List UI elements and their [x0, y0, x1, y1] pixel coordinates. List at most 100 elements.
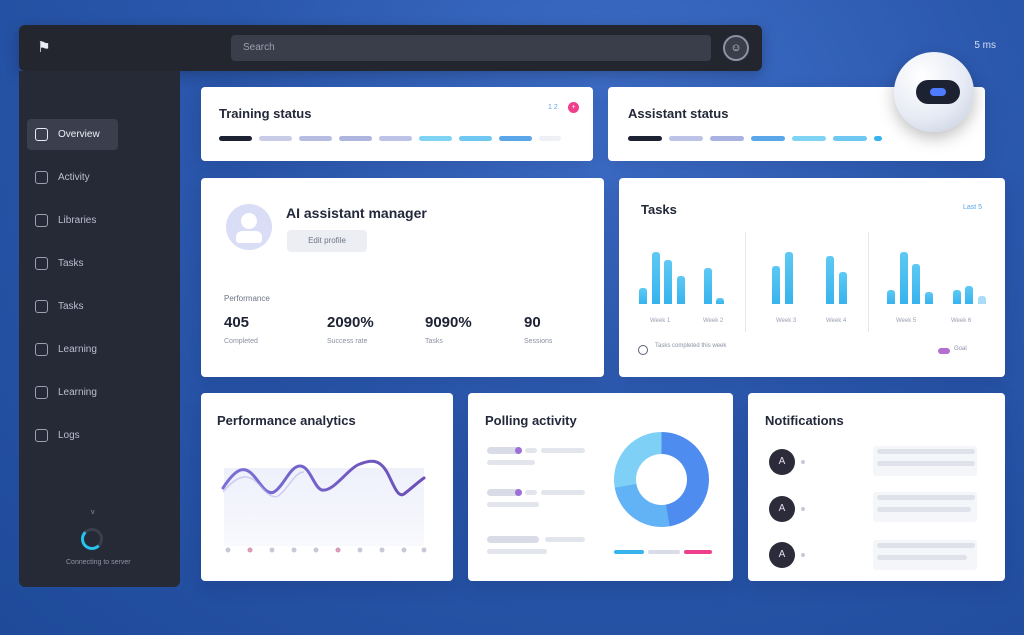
tasks-legend-text: Tasks completed this week: [655, 343, 727, 349]
performance-line-chart: [221, 459, 427, 553]
progress-segment: [669, 136, 703, 141]
chart-bar: [826, 256, 834, 304]
chart-bar: [887, 290, 895, 304]
tasks-range-label[interactable]: Last 5: [963, 204, 983, 211]
sidebar-status-text: Connecting to server: [66, 559, 131, 566]
x-axis-markers: [225, 547, 427, 553]
poll-option-sub: [487, 549, 547, 554]
chart-tick-label: Week 1: [650, 318, 671, 324]
top-bar: ⚑ Search ☺: [19, 25, 762, 71]
stat-label: Sessions: [524, 338, 553, 345]
search-input[interactable]: Search: [231, 35, 711, 61]
sidebar-item-label: Libraries: [58, 215, 97, 226]
polling-title: Polling activity: [485, 413, 577, 428]
notification-line: [877, 449, 975, 454]
stat-value: 90: [524, 314, 541, 331]
poll-option-bar[interactable]: [487, 536, 539, 543]
chart-bar: [900, 252, 908, 304]
progress-segment: [339, 136, 372, 141]
stats-header: Performance: [224, 294, 270, 303]
sidebar-item-tasks[interactable]: Tasks: [27, 248, 118, 279]
progress-segment: [833, 136, 867, 141]
robot-assistant-icon[interactable]: [894, 52, 974, 132]
robot-visor: [916, 80, 960, 104]
grid-icon: [35, 128, 48, 141]
sidebar-nav: Overview Activity Libraries Tasks Tasks …: [27, 119, 177, 463]
loading-spinner-icon: [81, 528, 103, 550]
activity-icon: [35, 171, 48, 184]
chart-bar: [677, 276, 685, 304]
polling-donut-chart: [614, 432, 709, 527]
progress-segment: [539, 136, 561, 141]
poll-option-value: [525, 448, 537, 453]
stat-label: Completed: [224, 338, 258, 345]
notification-avatar[interactable]: A: [769, 496, 795, 522]
notification-avatar[interactable]: A: [769, 449, 795, 475]
app-logo-icon[interactable]: ⚑: [37, 39, 51, 56]
progress-segment: [219, 136, 252, 141]
notification-dot: [801, 460, 805, 464]
sidebar-item-learning[interactable]: Learning: [27, 334, 118, 365]
checklist-icon: [35, 300, 48, 313]
tasks-bar-chart: [630, 240, 990, 304]
graduation-icon: [35, 386, 48, 399]
sidebar: [19, 71, 180, 587]
notification-line: [877, 543, 975, 548]
sidebar-item-tasks-2[interactable]: Tasks: [27, 291, 118, 322]
poll-option-sub: [487, 502, 539, 507]
poll-dot: [515, 489, 522, 496]
donut-legend: [648, 550, 680, 554]
chart-bar: [839, 272, 847, 304]
notification-line: [877, 461, 975, 466]
notification-line: [877, 507, 971, 512]
poll-option-value: [525, 490, 537, 495]
robot-eye: [930, 88, 946, 96]
progress-segment: [299, 136, 332, 141]
progress-segment: [499, 136, 532, 141]
progress-segment: [628, 136, 662, 141]
chart-tick-label: Week 2: [703, 318, 724, 324]
chart-bar: [664, 260, 672, 304]
poll-option-sub: [487, 460, 535, 465]
info-icon: [638, 345, 648, 355]
legend-chip: [938, 348, 950, 354]
chart-divider: [868, 232, 869, 332]
poll-dot: [515, 447, 522, 454]
edit-profile-button[interactable]: Edit profile: [287, 230, 367, 252]
progress-segment: [259, 136, 292, 141]
notification-avatar[interactable]: A: [769, 542, 795, 568]
sidebar-item-libraries[interactable]: Libraries: [27, 205, 118, 236]
sidebar-item-activity[interactable]: Activity: [27, 162, 118, 193]
sidebar-item-learning-2[interactable]: Learning: [27, 377, 118, 408]
sidebar-item-label: Activity: [58, 172, 90, 183]
latency-label: 5 ms: [974, 40, 996, 51]
sidebar-item-overview[interactable]: Overview: [27, 119, 118, 150]
book-icon: [35, 343, 48, 356]
sidebar-item-label: Overview: [58, 129, 100, 140]
poll-option-bar[interactable]: [487, 489, 521, 496]
profile-card: [201, 178, 604, 377]
user-avatar-icon[interactable]: ☺: [723, 35, 749, 61]
donut-legend: [614, 550, 644, 554]
profile-avatar[interactable]: [226, 204, 272, 250]
profile-title: AI assistant manager: [286, 205, 427, 221]
chart-bar: [772, 266, 780, 304]
poll-option-value: [545, 537, 585, 542]
progress-segment: [379, 136, 412, 141]
performance-trend-title: Performance analytics: [217, 413, 356, 428]
sidebar-item-label: Tasks: [58, 258, 84, 269]
stat-value: 405: [224, 314, 250, 331]
stat-value: 9090%: [425, 314, 472, 331]
training-status-card: [201, 87, 593, 161]
tasks-legend-goal: Goal: [954, 346, 967, 352]
add-icon[interactable]: +: [568, 102, 579, 113]
task-icon: [35, 257, 48, 270]
poll-option-value: [541, 448, 585, 453]
training-status-title: Training status: [219, 106, 312, 121]
training-mini-label: 1 2: [548, 104, 558, 111]
chart-bar: [978, 296, 986, 304]
chart-bar: [925, 292, 933, 304]
stat-label: Success rate: [327, 338, 368, 345]
poll-option-bar[interactable]: [487, 447, 521, 454]
sidebar-item-logs[interactable]: Logs: [27, 420, 118, 451]
